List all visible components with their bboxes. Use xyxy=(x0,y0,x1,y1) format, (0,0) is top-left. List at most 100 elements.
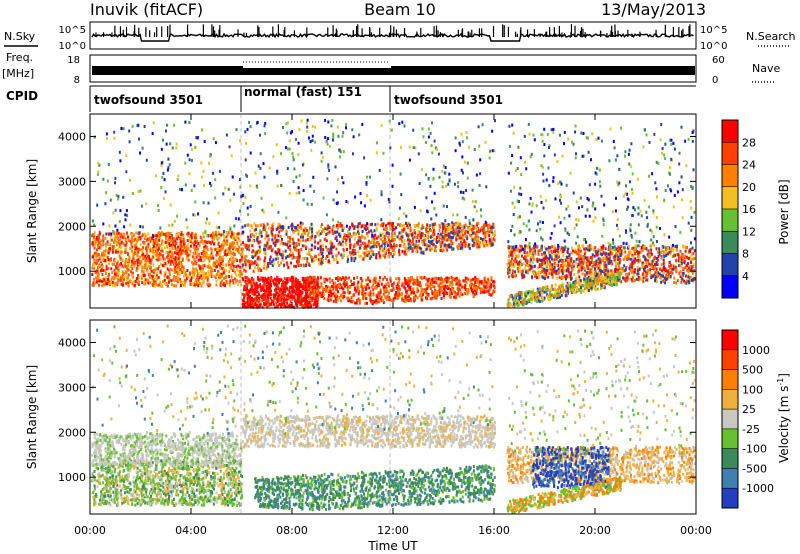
range-cell xyxy=(215,230,217,234)
range-cell xyxy=(333,225,336,229)
range-cell xyxy=(131,236,133,240)
range-cell xyxy=(331,218,334,222)
range-cell xyxy=(492,222,495,226)
range-cell xyxy=(142,256,145,260)
range-cell xyxy=(289,295,292,299)
range-cell xyxy=(364,301,367,305)
range-cell xyxy=(456,226,459,230)
range-cell xyxy=(270,289,272,293)
range-cell xyxy=(416,233,419,237)
range-cell xyxy=(267,276,270,280)
range-cell xyxy=(321,230,324,233)
range-cell xyxy=(492,280,494,284)
range-cell xyxy=(100,279,103,283)
range-cell xyxy=(201,267,204,271)
range-cell xyxy=(379,248,381,252)
range-cell xyxy=(462,279,465,283)
range-cell xyxy=(444,219,447,223)
range-cell xyxy=(152,238,155,242)
range-cell xyxy=(289,278,292,282)
range-cell xyxy=(136,124,139,128)
range-cell xyxy=(409,297,412,301)
range-cell xyxy=(241,302,244,306)
range-cell xyxy=(424,243,427,247)
range-cell xyxy=(165,250,168,254)
range-cell xyxy=(333,258,336,262)
range-cell xyxy=(271,232,274,236)
range-cell xyxy=(405,290,408,294)
range-cell xyxy=(251,289,254,293)
range-cell xyxy=(469,284,472,288)
range-cell xyxy=(147,232,150,236)
range-cell xyxy=(233,277,236,281)
range-cell xyxy=(327,224,330,228)
range-cell xyxy=(246,287,248,291)
range-cell xyxy=(205,240,208,244)
range-cell xyxy=(187,258,190,262)
range-cell xyxy=(99,255,102,259)
range-cell xyxy=(188,238,191,241)
range-cell xyxy=(385,240,388,244)
range-cell xyxy=(131,245,134,249)
range-cell xyxy=(461,140,464,144)
range-cell xyxy=(159,280,162,284)
range-cell xyxy=(219,267,222,270)
range-cell xyxy=(310,280,313,284)
range-cell xyxy=(382,285,385,289)
range-cell xyxy=(169,255,172,259)
range-cell xyxy=(403,252,406,256)
range-cell xyxy=(131,282,134,285)
range-cell xyxy=(308,227,311,231)
range-cell xyxy=(402,212,405,216)
range-cell xyxy=(157,267,159,271)
freq-label: Freq. xyxy=(6,51,33,64)
range-cell xyxy=(218,245,221,248)
range-cell xyxy=(111,276,114,280)
range-cell xyxy=(115,232,118,236)
range-cell xyxy=(302,189,305,192)
range-cell xyxy=(373,229,376,233)
range-cell xyxy=(461,233,464,237)
range-cell xyxy=(97,279,100,283)
range-cell xyxy=(216,247,219,251)
range-cell xyxy=(289,248,292,252)
range-cell xyxy=(310,202,313,206)
range-cell xyxy=(330,294,333,298)
range-cell xyxy=(172,245,175,249)
range-cell xyxy=(314,276,316,280)
range-cell xyxy=(440,280,443,284)
range-cell xyxy=(104,254,107,258)
range-cell xyxy=(175,142,178,146)
range-cell xyxy=(280,240,283,244)
range-cell xyxy=(356,276,358,279)
range-cell xyxy=(212,137,215,141)
range-cell xyxy=(297,252,300,256)
range-cell xyxy=(383,227,385,231)
range-cell xyxy=(389,146,392,150)
range-cell xyxy=(312,257,315,261)
range-cell xyxy=(149,247,152,251)
range-cell xyxy=(203,140,206,143)
range-cell xyxy=(294,246,297,250)
range-cell xyxy=(262,226,265,230)
range-cell xyxy=(439,240,442,244)
range-cell xyxy=(287,235,289,239)
range-cell xyxy=(453,229,456,233)
range-cell xyxy=(312,303,315,307)
range-cell xyxy=(231,175,234,179)
range-cell xyxy=(122,283,125,287)
range-cell xyxy=(404,299,407,303)
range-cell xyxy=(352,257,355,261)
range-cell xyxy=(119,278,122,282)
range-cell xyxy=(394,293,397,297)
range-cell xyxy=(432,177,435,181)
range-cell xyxy=(465,189,468,192)
range-cell xyxy=(173,284,176,287)
range-cell xyxy=(310,290,313,294)
range-cell xyxy=(192,273,195,277)
range-cell xyxy=(305,264,308,268)
range-cell xyxy=(375,256,378,260)
range-cell xyxy=(189,244,192,248)
range-cell xyxy=(92,281,95,285)
